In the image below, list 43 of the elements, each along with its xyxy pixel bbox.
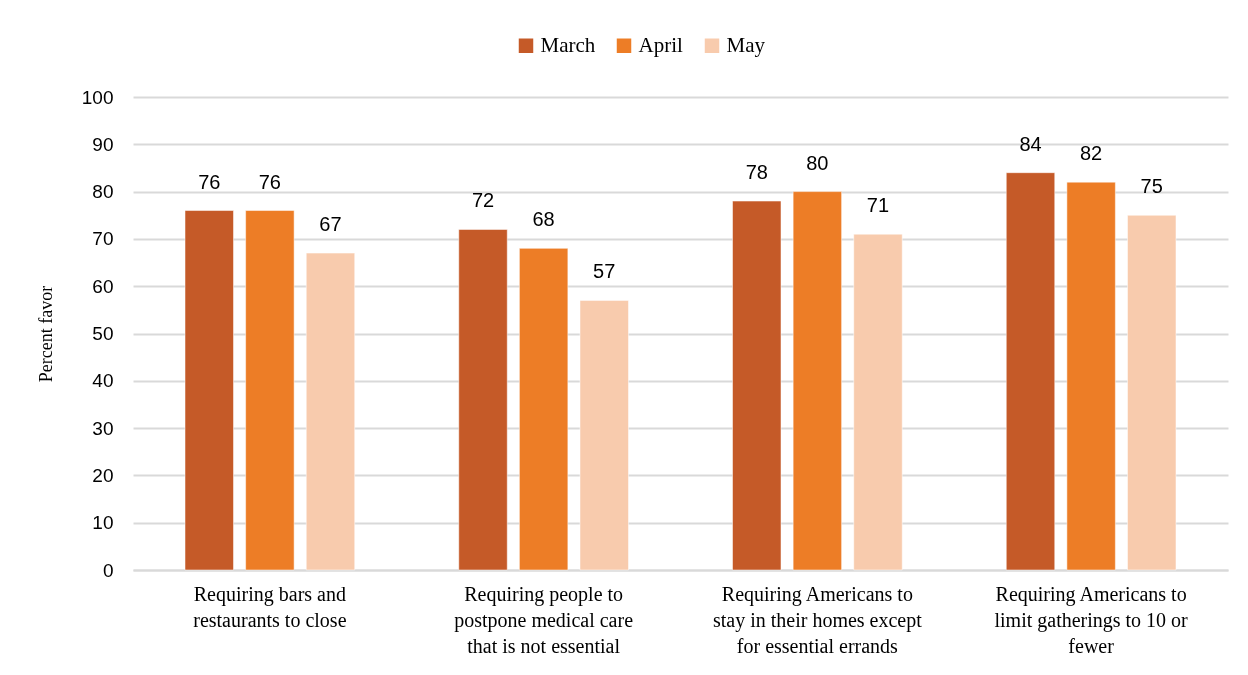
- x-tick-label: Requiring bars and restaurants to close: [193, 582, 347, 631]
- y-tick-label: 50: [92, 323, 114, 344]
- y-tick-label: 60: [92, 275, 114, 297]
- y-tick-label: 70: [92, 228, 114, 250]
- legend-label: April: [638, 32, 683, 57]
- x-tick-label: Requiring people to postpone medical care that is not essential: [454, 582, 634, 657]
- y-tick-label: 20: [92, 464, 114, 486]
- y-tick-label: 10: [92, 512, 114, 534]
- data-label: 67: [319, 213, 342, 236]
- y-tick-label: 90: [92, 133, 114, 155]
- data-label: 76: [258, 170, 281, 193]
- data-label: 76: [198, 170, 221, 193]
- bar: [184, 210, 235, 571]
- data-label: 84: [1019, 132, 1042, 155]
- y-tick-label: 100: [81, 86, 114, 108]
- data-label: 80: [806, 151, 829, 174]
- data-label: 68: [532, 208, 555, 231]
- legend-label: March: [540, 32, 596, 57]
- bar: [1005, 172, 1056, 571]
- bar: [1126, 214, 1177, 571]
- data-label: 57: [593, 260, 616, 283]
- y-axis-title: Percent favor: [35, 285, 56, 383]
- data-label: 71: [866, 194, 890, 217]
- bar: [792, 191, 843, 571]
- legend-label: May: [726, 32, 766, 57]
- y-tick-label: 0: [102, 559, 114, 581]
- bar: [458, 228, 508, 571]
- data-label: 78: [745, 161, 768, 184]
- bar: [245, 210, 295, 571]
- y-tick-label: 40: [92, 370, 114, 392]
- y-tick-label: 80: [92, 181, 114, 203]
- bar: [579, 299, 629, 571]
- bar: [518, 247, 569, 571]
- x-tick-label: Requiring Americans to stay in their homes except for essential errands: [712, 582, 923, 657]
- data-label: 72: [471, 189, 495, 212]
- x-tick-label: Requiring Americans to limit gatherings to 10 or fewer: [994, 582, 1189, 657]
- bar: [732, 200, 782, 571]
- y-tick-label: 30: [92, 417, 114, 439]
- data-label: 75: [1140, 175, 1163, 198]
- bar: [853, 233, 903, 571]
- bar: [1066, 181, 1116, 571]
- bar: [305, 252, 356, 571]
- data-label: 82: [1080, 142, 1103, 165]
